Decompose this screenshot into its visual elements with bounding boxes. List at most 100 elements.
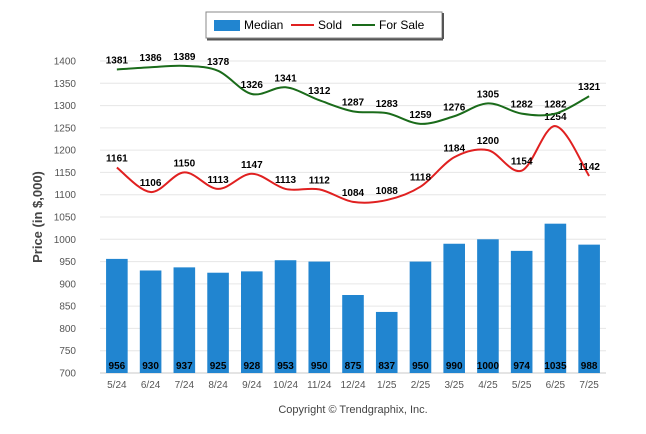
x-tick-label: 2/25 xyxy=(411,380,431,391)
x-tick-label: 12/24 xyxy=(340,380,365,391)
median-bar-label: 925 xyxy=(210,361,227,372)
sold-data-label: 1147 xyxy=(241,160,263,171)
median-bar-label: 990 xyxy=(446,361,463,372)
sold-data-label: 1142 xyxy=(578,162,600,173)
x-tick-label: 11/24 xyxy=(307,380,332,391)
x-tick-label: 7/24 xyxy=(175,380,195,391)
y-tick-label: 1050 xyxy=(54,213,77,224)
median-bar xyxy=(409,261,432,373)
x-tick-label: 6/24 xyxy=(141,380,161,391)
for-sale-data-label: 1321 xyxy=(578,82,601,93)
median-bar xyxy=(106,258,128,373)
sold-data-label: 1113 xyxy=(275,175,297,186)
x-tick-label: 1/25 xyxy=(377,380,397,391)
x-tick-label: 7/25 xyxy=(579,380,599,391)
x-axis: 5/24 6/24 7/24 8/24 9/24 10/24 11/24 12/24 1/25 2… xyxy=(107,380,599,391)
for-sale-data-label: 1276 xyxy=(443,102,466,113)
sold-data-label: 1200 xyxy=(477,136,500,147)
median-bar-label: 875 xyxy=(345,361,362,372)
median-bar-label: 928 xyxy=(243,361,260,372)
legend-label-for-sale: For Sale xyxy=(379,18,425,32)
for-sale-data-label: 1326 xyxy=(241,80,264,91)
median-bar xyxy=(375,311,398,373)
for-sale-data-label: 1283 xyxy=(376,99,399,110)
for-sale-data-label: 1282 xyxy=(511,100,534,111)
x-tick-label: 6/25 xyxy=(546,380,566,391)
median-bar xyxy=(173,267,196,373)
y-tick-label: 1100 xyxy=(54,190,76,201)
median-bar-label: 837 xyxy=(378,361,395,372)
legend-label-sold: Sold xyxy=(318,18,342,32)
y-tick-label: 1350 xyxy=(54,79,77,90)
median-bar-label: 950 xyxy=(311,361,328,372)
y-tick-label: 1150 xyxy=(54,168,76,179)
median-bar xyxy=(139,270,162,373)
y-tick-label: 950 xyxy=(59,257,76,268)
y-tick-label: 1200 xyxy=(54,146,77,157)
for-sale-data-label: 1287 xyxy=(342,97,365,108)
median-bar-label: 1035 xyxy=(544,361,567,372)
sold-data-label: 1113 xyxy=(207,175,229,186)
median-bar-label: 988 xyxy=(581,361,598,372)
y-tick-label: 750 xyxy=(59,346,76,357)
median-bar xyxy=(578,244,600,373)
median-bar xyxy=(274,260,297,373)
median-bar-label: 1000 xyxy=(477,361,500,372)
median-bar xyxy=(342,295,364,373)
sold-data-label: 1112 xyxy=(309,175,331,186)
sold-line xyxy=(116,125,590,204)
y-tick-label: 800 xyxy=(59,324,76,335)
x-tick-label: 4/25 xyxy=(478,380,498,391)
sold-data-label: 1118 xyxy=(410,173,432,184)
median-bar-label: 937 xyxy=(176,361,193,372)
y-tick-label: 850 xyxy=(59,302,76,313)
copyright-text: Copyright © Trendgraphix, Inc. xyxy=(278,404,427,416)
median-bar xyxy=(443,243,465,373)
median-bar xyxy=(207,272,229,373)
for-sale-line xyxy=(116,64,590,125)
sold-data-label: 1106 xyxy=(140,178,162,189)
x-tick-label: 3/25 xyxy=(444,380,464,391)
for-sale-data-label: 1378 xyxy=(207,57,230,68)
for-sale-data-label: 1386 xyxy=(139,53,162,64)
median-bars: 956 930 937 925 928 953 950 875 837 950 990 1000 974… xyxy=(106,223,600,373)
sold-data-label: 1084 xyxy=(342,188,365,199)
y-axis-title: Price (in $,000) xyxy=(30,171,45,263)
median-bar-label: 974 xyxy=(513,361,530,372)
y-tick-label: 900 xyxy=(59,279,76,290)
median-bar xyxy=(510,250,533,373)
for-sale-data-label: 1282 xyxy=(544,100,567,111)
x-tick-label: 10/24 xyxy=(273,380,298,391)
for-sale-data-label: 1312 xyxy=(308,86,331,97)
sold-data-label: 1254 xyxy=(544,112,567,123)
legend-label-median: Median xyxy=(244,18,283,32)
for-sale-data-label: 1381 xyxy=(106,55,129,66)
y-tick-label: 700 xyxy=(59,369,76,380)
x-tick-label: 5/25 xyxy=(512,380,532,391)
for-sale-data-label: 1305 xyxy=(477,89,500,100)
y-axis: 700 750 800 850 900 950 1000 1050 1100 1150 1200 12… xyxy=(54,57,77,380)
median-bar xyxy=(241,271,263,373)
sold-data-label: 1150 xyxy=(173,158,195,169)
median-bar xyxy=(477,239,499,373)
for-sale-data-label: 1341 xyxy=(274,73,297,84)
y-tick-label: 1000 xyxy=(54,235,77,246)
y-tick-label: 1300 xyxy=(54,101,77,112)
median-bar-label: 953 xyxy=(277,361,294,372)
sold-data-label: 1154 xyxy=(511,157,533,168)
x-tick-label: 9/24 xyxy=(242,380,262,391)
x-tick-label: 5/24 xyxy=(107,380,127,391)
median-bar-label: 950 xyxy=(412,361,429,372)
median-bar xyxy=(544,223,567,373)
gridlines xyxy=(100,60,606,374)
for-sale-data-label: 1259 xyxy=(409,110,432,121)
x-tick-label: 8/24 xyxy=(208,380,228,391)
y-tick-label: 1400 xyxy=(54,57,77,68)
median-bar xyxy=(308,261,331,373)
y-tick-label: 1250 xyxy=(54,123,77,134)
legend-swatch-median xyxy=(214,20,240,31)
trend-lines: 1161 1106 1150 1113 1147 1113 1112 1084 1088 1118… xyxy=(106,52,601,204)
sold-data-label: 1161 xyxy=(106,154,128,165)
legend-box xyxy=(205,11,443,39)
